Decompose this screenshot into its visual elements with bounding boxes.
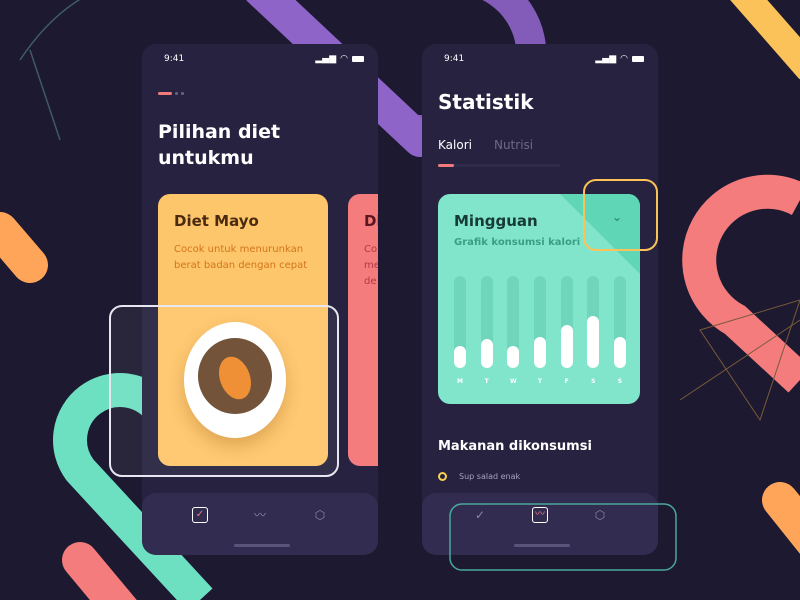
day-label: T — [537, 378, 543, 385]
card-description: Co me de — [364, 244, 378, 287]
day-label: S — [617, 378, 623, 385]
bar-1 — [480, 338, 493, 368]
battery-icon — [352, 56, 364, 62]
day-label: W — [510, 378, 517, 385]
bar-track — [480, 276, 493, 368]
chart-subtitle: Grafik konsumsi kalori — [454, 237, 581, 248]
chart-icon[interactable]: 〰 — [532, 507, 548, 523]
bar-6 — [613, 336, 626, 368]
status-bar: 9:41 ▂▄▆ ◠ — [164, 54, 364, 64]
bar-track — [454, 276, 466, 368]
day-label: M — [457, 378, 463, 385]
bottom-nav: ✓ 〰 ⬡ — [142, 493, 378, 555]
chart-title: Mingguan — [454, 212, 538, 230]
food-list-item[interactable]: Sup salad enak — [438, 472, 520, 481]
tab-kalori[interactable]: Kalori — [438, 138, 472, 152]
weekly-chart-card: Mingguan Grafik konsumsi kalori ⌄ M T W T F S… — [438, 194, 640, 404]
tab-indicator — [438, 164, 560, 167]
chart-icon[interactable]: 〰 — [253, 508, 266, 522]
food-name: Sup salad enak — [459, 472, 521, 481]
food-bowl-image — [184, 322, 286, 438]
bar-track — [560, 276, 573, 368]
tab-nutrisi[interactable]: Nutrisi — [493, 138, 534, 152]
settings-icon[interactable]: ⬡ — [594, 508, 606, 522]
bar-track — [533, 276, 546, 368]
diet-card-next[interactable]: Di Co me de — [348, 194, 378, 466]
card-title: Diet Mayo — [174, 212, 259, 230]
diet-card-mayo[interactable]: Diet Mayo Cocok untuk menurunkan berat b… — [158, 194, 328, 466]
status-time: 9:41 — [444, 54, 465, 64]
bar-track — [587, 276, 600, 368]
wifi-icon: ◠ — [340, 54, 348, 64]
bar-track — [613, 276, 626, 368]
signal-icon: ▂▄▆ — [315, 54, 337, 64]
page-title: Pilihan diet untukmu — [158, 121, 281, 169]
bar-chart — [454, 276, 626, 368]
diet-options-screen: 9:41 ▂▄▆ ◠ Pilihan diet untukmu Diet Mayo… — [142, 44, 378, 555]
calendar-check-icon[interactable]: ✓ — [474, 508, 486, 522]
section-title: Makanan dikonsumsi — [438, 439, 592, 454]
page-indicator[interactable] — [158, 92, 184, 95]
home-indicator — [514, 544, 570, 547]
day-label: F — [564, 378, 569, 385]
statistics-screen: 9:41 ▂▄▆ ◠ Statistik Kalori Nutrisi Mingg… — [422, 44, 658, 555]
bar-track — [507, 276, 520, 368]
bar-4 — [560, 324, 573, 368]
bar-0 — [454, 345, 466, 368]
bar-2 — [507, 345, 520, 368]
status-time: 9:41 — [164, 54, 185, 64]
status-bar: 9:41 ▂▄▆ ◠ — [444, 54, 644, 64]
battery-icon — [632, 56, 644, 62]
signal-icon: ▂▄▆ — [595, 54, 617, 64]
bottom-nav: ✓ 〰 ⬡ — [422, 493, 658, 555]
settings-icon[interactable]: ⬡ — [314, 508, 326, 522]
page-title: Statistik — [438, 90, 534, 114]
wifi-icon: ◠ — [620, 54, 628, 64]
home-indicator — [234, 544, 290, 547]
day-label: T — [484, 378, 489, 385]
calendar-check-icon[interactable]: ✓ — [192, 507, 208, 523]
day-label: S — [591, 378, 596, 385]
bar-5 — [587, 316, 600, 368]
bar-3 — [533, 336, 546, 368]
card-title: Di — [364, 212, 378, 230]
bullet-ring-icon — [438, 472, 447, 481]
chevron-down-icon[interactable]: ⌄ — [611, 210, 622, 224]
card-description: Cocok untuk menurunkan berat badan denga… — [174, 244, 308, 271]
